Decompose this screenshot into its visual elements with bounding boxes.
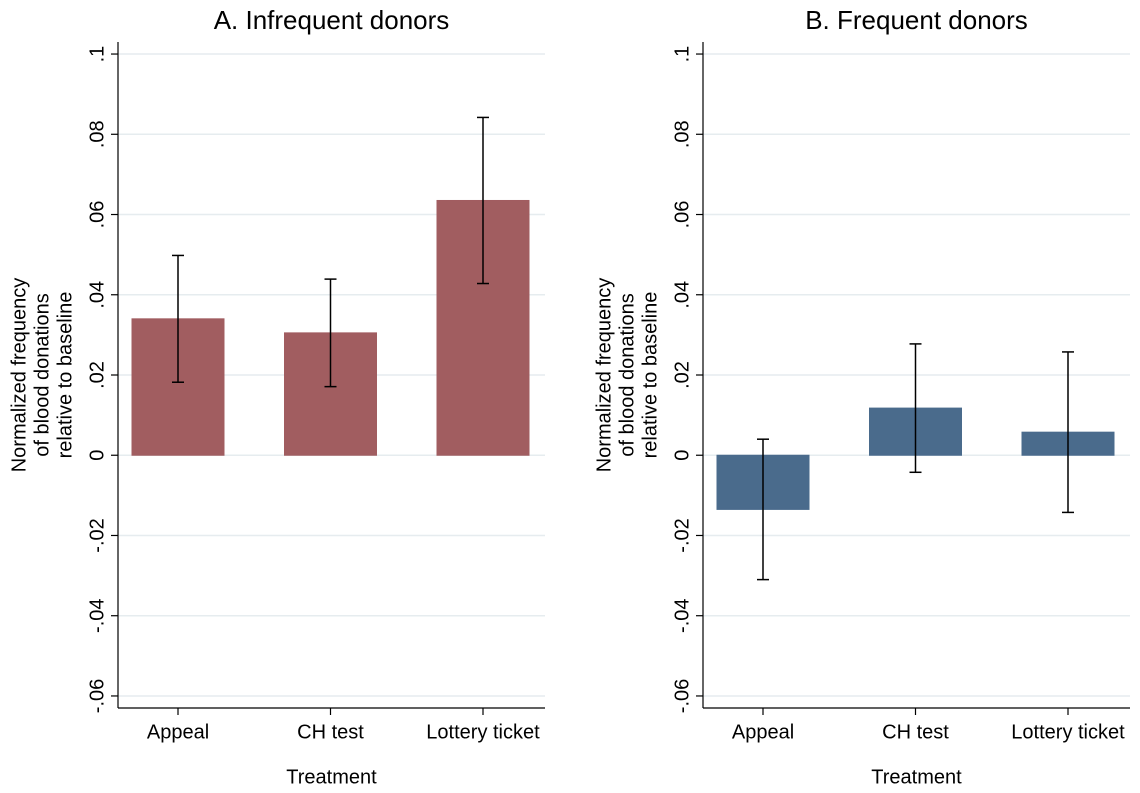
y-tick-label: .08 <box>86 120 108 148</box>
y-tick-label: .02 <box>86 361 108 389</box>
x-tick-label: Appeal <box>732 721 794 743</box>
y-axis-label: Normalized frequency <box>8 278 30 473</box>
y-tick-label: -.04 <box>86 598 108 632</box>
x-tick-label: CH test <box>297 721 364 743</box>
y-tick-label: 0 <box>86 450 108 461</box>
x-axis-label: Treatment <box>286 766 377 788</box>
y-tick-label: .04 <box>671 281 693 309</box>
y-tick-label: -.04 <box>671 598 693 632</box>
chart-title: B. Frequent donors <box>805 5 1028 35</box>
bar <box>131 318 225 456</box>
x-tick-label: Lottery ticket <box>1011 721 1125 743</box>
x-tick-label: CH test <box>882 721 949 743</box>
y-tick-label: -.06 <box>671 679 693 713</box>
y-axis-label: relative to baseline <box>639 292 661 459</box>
y-tick-label: -.06 <box>86 679 108 713</box>
x-tick-label: Lottery ticket <box>426 721 540 743</box>
x-axis-label: Treatment <box>871 766 962 788</box>
y-tick-label: .02 <box>671 361 693 389</box>
y-tick-label: .06 <box>671 201 693 229</box>
y-tick-label: -.02 <box>86 518 108 552</box>
y-tick-label: .04 <box>86 281 108 309</box>
y-axis-label: of blood donations <box>616 293 638 456</box>
y-axis-label: of blood donations <box>31 293 53 456</box>
y-axis-label: relative to baseline <box>54 292 76 459</box>
y-axis-label: Normalized frequency <box>593 278 615 473</box>
y-tick-label: .06 <box>86 201 108 229</box>
x-tick-label: Appeal <box>147 721 209 743</box>
y-tick-label: -.02 <box>671 518 693 552</box>
y-tick-label: .1 <box>86 46 108 63</box>
chart-title: A. Infrequent donors <box>214 5 450 35</box>
y-tick-label: .08 <box>671 120 693 148</box>
y-tick-label: 0 <box>671 450 693 461</box>
y-tick-label: .1 <box>671 46 693 63</box>
